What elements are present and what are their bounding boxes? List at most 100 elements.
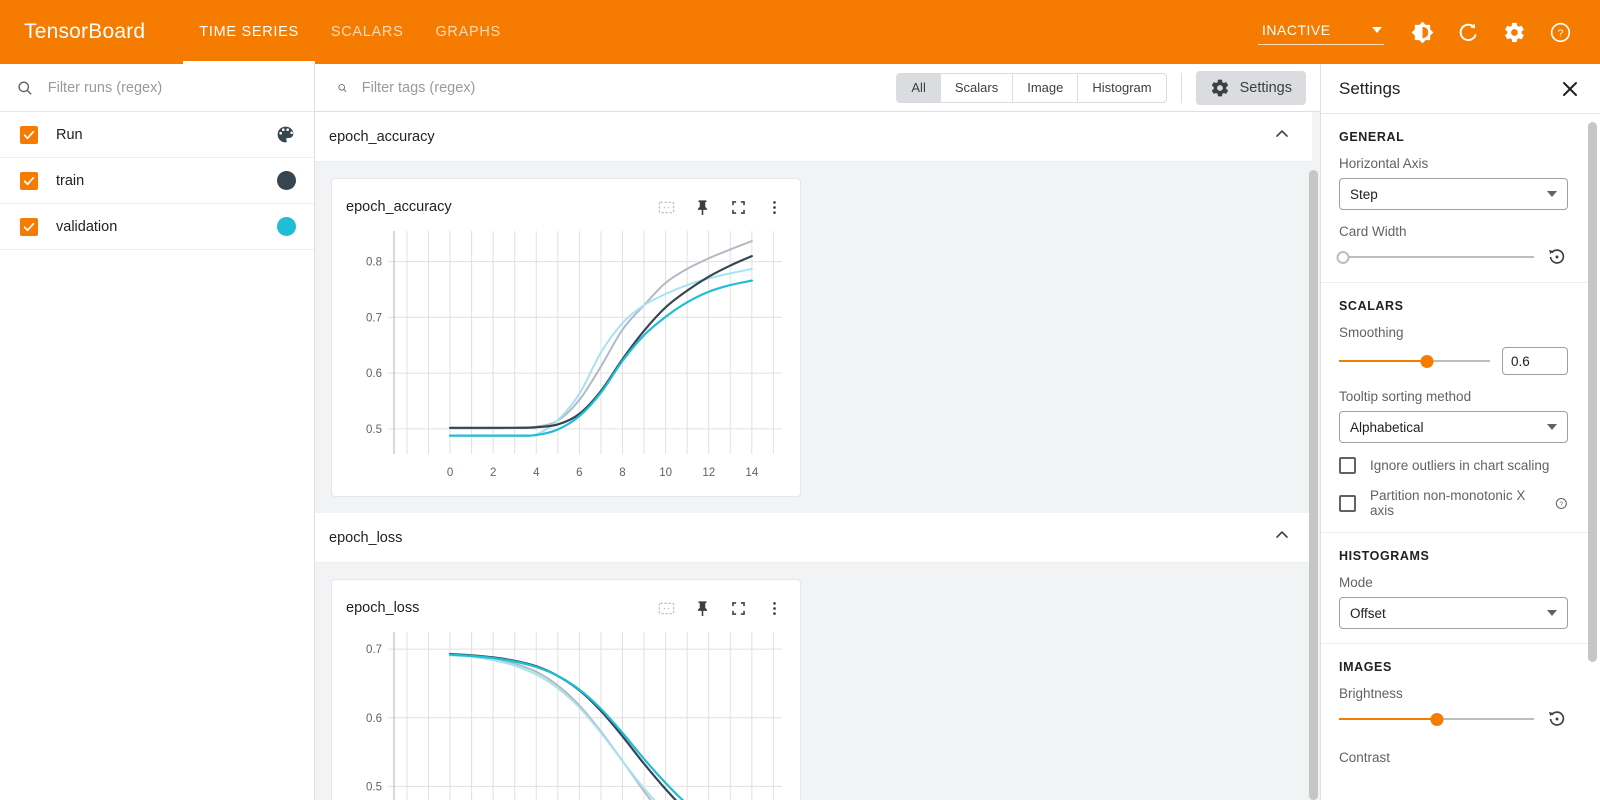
smoothing-value-input[interactable]: 0.6 [1502, 347, 1568, 375]
settings-section-histograms: HISTOGRAMS Mode Offset [1321, 533, 1588, 644]
sidebar-row-validation[interactable]: validation [0, 204, 314, 250]
plot-epoch-loss[interactable]: 0.50.60.702468101214 [332, 624, 800, 800]
check-icon [23, 222, 35, 231]
reload-status-dropdown[interactable]: INACTIVE [1258, 19, 1384, 45]
card-width-slider[interactable] [1336, 248, 1534, 266]
main-tabs: TIME SERIES SCALARS GRAPHS [183, 0, 517, 64]
section-title-histograms: HISTOGRAMS [1339, 549, 1430, 563]
sidebar-row-run[interactable]: Run [0, 112, 314, 158]
data-select-icon[interactable] [652, 193, 680, 221]
help-icon[interactable]: ? [1555, 497, 1568, 510]
filter-scalars[interactable]: Scalars [940, 73, 1014, 102]
svg-text:2: 2 [490, 467, 496, 479]
top-bar-actions: INACTIVE [1258, 12, 1600, 52]
filter-image[interactable]: Image [1013, 73, 1079, 102]
settings-section-images: IMAGES Brightness [1321, 644, 1588, 779]
settings-toggle-button[interactable]: Settings [1195, 70, 1306, 105]
top-app-bar: TensorBoard TIME SERIES SCALARS GRAPHS I… [0, 0, 1600, 64]
validation-color-swatch[interactable] [277, 217, 296, 236]
more-vert-icon[interactable] [760, 594, 788, 622]
sidebar-row-label: validation [56, 218, 118, 235]
settings-section-scalars: SCALARS Smoothing 0.6 Tooltip sorting me… [1321, 283, 1588, 533]
tab-scalars-label: SCALARS [330, 24, 404, 40]
svg-text:0.7: 0.7 [366, 312, 382, 324]
sidebar-row-train[interactable]: train [0, 158, 314, 204]
card-width-row [1336, 246, 1568, 268]
ignore-outliers-label: Ignore outliers in chart scaling [1370, 458, 1550, 473]
group-header-epoch-loss[interactable]: epoch_loss [315, 513, 1312, 563]
fullscreen-icon[interactable] [724, 193, 752, 221]
filter-histogram[interactable]: Histogram [1078, 73, 1166, 102]
ignore-outliers-row[interactable]: Ignore outliers in chart scaling [1339, 457, 1568, 474]
tag-filter-bar: All Scalars Image Histogram Settings [315, 64, 1320, 112]
fullscreen-icon[interactable] [724, 594, 752, 622]
chart-card-epoch-accuracy: epoch_accuracy [331, 178, 801, 497]
plot-epoch-accuracy[interactable]: 0.5 0.6 0.7 0.8 0 2 4 6 8 10 12 14 [332, 223, 800, 488]
more-vert-icon[interactable] [760, 193, 788, 221]
validation-checkbox[interactable] [20, 217, 38, 236]
check-icon [23, 176, 35, 185]
settings-section-general: GENERAL Horizontal Axis Step Card Width [1321, 114, 1588, 283]
runs-filter-input[interactable] [47, 79, 298, 96]
svg-text:14: 14 [745, 467, 758, 479]
chevron-up-icon[interactable] [1272, 124, 1292, 149]
smoothing-slider[interactable] [1339, 352, 1490, 370]
check-icon [23, 130, 35, 139]
tab-time-series[interactable]: TIME SERIES [183, 0, 315, 64]
histogram-mode-value: Offset [1350, 605, 1386, 621]
tag-filter-input[interactable] [361, 79, 883, 96]
train-checkbox[interactable] [20, 171, 38, 190]
pin-icon[interactable] [688, 594, 716, 622]
refresh-icon-button[interactable] [1448, 12, 1488, 52]
card-toolbar [652, 594, 788, 622]
horizontal-axis-select[interactable]: Step [1339, 178, 1568, 210]
gear-icon [1211, 79, 1228, 96]
data-select-icon[interactable] [652, 594, 680, 622]
smoothing-label: Smoothing [1339, 325, 1404, 340]
ignore-outliers-checkbox[interactable] [1339, 457, 1356, 474]
help-circle-icon-button[interactable]: ? [1540, 12, 1580, 52]
histogram-mode-select[interactable]: Offset [1339, 597, 1568, 629]
tab-graphs[interactable]: GRAPHS [419, 0, 516, 64]
run-checkbox[interactable] [20, 125, 38, 144]
tooltip-sort-select[interactable]: Alphabetical [1339, 411, 1568, 443]
chart-card-epoch-loss: epoch_loss [331, 579, 801, 800]
group-header-epoch-accuracy[interactable]: epoch_accuracy [315, 112, 1312, 162]
group-title: epoch_accuracy [329, 128, 435, 145]
smoothing-row: 0.6 [1339, 347, 1568, 375]
settings-panel-title: Settings [1339, 78, 1401, 98]
train-color-swatch[interactable] [277, 171, 296, 190]
chevron-down-icon [1547, 610, 1557, 616]
brightness-slider[interactable] [1339, 710, 1534, 728]
card-toolbar [652, 193, 788, 221]
card-width-reset-icon[interactable] [1546, 246, 1568, 268]
section-title-general: GENERAL [1339, 130, 1405, 144]
slider-thumb[interactable] [1420, 354, 1434, 368]
brightness-icon-button[interactable] [1402, 12, 1442, 52]
main-scrollbar[interactable] [1309, 170, 1318, 800]
pin-icon[interactable] [688, 193, 716, 221]
slider-fill [1339, 360, 1427, 362]
partition-x-axis-label-wrap: Partition non-monotonic X axis ? [1370, 488, 1568, 518]
svg-text:6: 6 [576, 467, 582, 479]
card-header: epoch_accuracy [332, 189, 800, 223]
card-width-label: Card Width [1339, 224, 1407, 239]
run-color-control[interactable] [275, 124, 296, 145]
slider-track [1339, 256, 1534, 258]
slider-thumb[interactable] [1430, 712, 1443, 726]
tab-time-series-label: TIME SERIES [199, 24, 299, 40]
sidebar-row-label: train [56, 172, 85, 189]
chevron-up-icon[interactable] [1272, 525, 1292, 550]
brightness-reset-icon[interactable] [1546, 708, 1568, 730]
card-grid-loss: epoch_loss [315, 563, 1320, 800]
filter-all[interactable]: All [897, 73, 941, 102]
close-icon[interactable] [1558, 77, 1582, 101]
slider-thumb[interactable] [1336, 250, 1350, 264]
app-body: Run train [0, 64, 1600, 800]
settings-gear-icon-button[interactable] [1494, 12, 1534, 52]
partition-x-axis-row[interactable]: Partition non-monotonic X axis ? [1339, 488, 1568, 518]
settings-scrollbar[interactable] [1588, 122, 1597, 662]
partition-x-axis-checkbox[interactable] [1339, 494, 1356, 512]
tab-scalars[interactable]: SCALARS [315, 0, 420, 64]
